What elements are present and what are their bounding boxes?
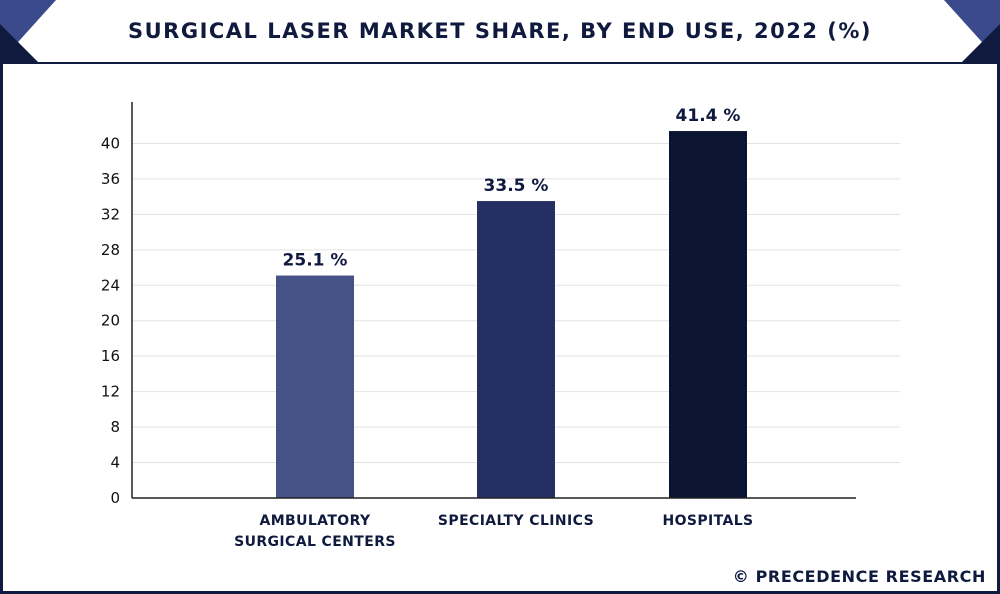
y-tick-label: 28 [101, 241, 120, 259]
x-tick-label: SPECIALTY CLINICS [438, 513, 594, 529]
corner-decoration-right [944, 0, 1000, 62]
y-tick-label: 36 [101, 170, 120, 188]
data-labels: 25.1 % 33.5 % 41.4 % [283, 106, 741, 270]
y-tick-label: 8 [110, 418, 120, 436]
bar [477, 201, 555, 498]
header-divider [0, 62, 1000, 64]
axes [131, 102, 856, 499]
chart-title: SURGICAL LASER MARKET SHARE, BY END USE,… [127, 19, 872, 43]
data-label: 25.1 % [283, 251, 348, 271]
y-tick-label: 12 [101, 383, 120, 401]
y-tick-label: 32 [101, 205, 120, 223]
y-tick-labels: 0 4 8 12 16 20 24 28 32 36 40 [101, 134, 120, 507]
y-tick-label: 24 [101, 276, 120, 294]
y-tick-label: 4 [110, 454, 120, 472]
y-tick-label: 16 [101, 347, 120, 365]
bar-chart: 0 4 8 12 16 20 24 28 32 36 40 25.1 % 33.5 % 41.4 % A… [101, 102, 900, 550]
bar [276, 275, 354, 498]
data-label: 33.5 % [484, 176, 549, 196]
bars [276, 131, 747, 498]
x-tick-label: SURGICAL CENTERS [234, 534, 396, 550]
y-tick-label: 0 [110, 489, 120, 507]
bar [669, 131, 747, 498]
source-watermark: © PRECEDENCE RESEARCH [732, 567, 986, 586]
corner-decoration-left [0, 0, 56, 62]
y-tick-label: 40 [101, 134, 120, 152]
data-label: 41.4 % [676, 106, 741, 126]
header-banner: SURGICAL LASER MARKET SHARE, BY END USE,… [0, 0, 1000, 64]
x-tick-label: AMBULATORY [259, 513, 371, 529]
x-tick-labels: AMBULATORY SURGICAL CENTERS SPECIALTY CLIN… [234, 513, 753, 550]
x-tick-label: HOSPITALS [662, 513, 753, 529]
y-tick-label: 20 [101, 312, 120, 330]
